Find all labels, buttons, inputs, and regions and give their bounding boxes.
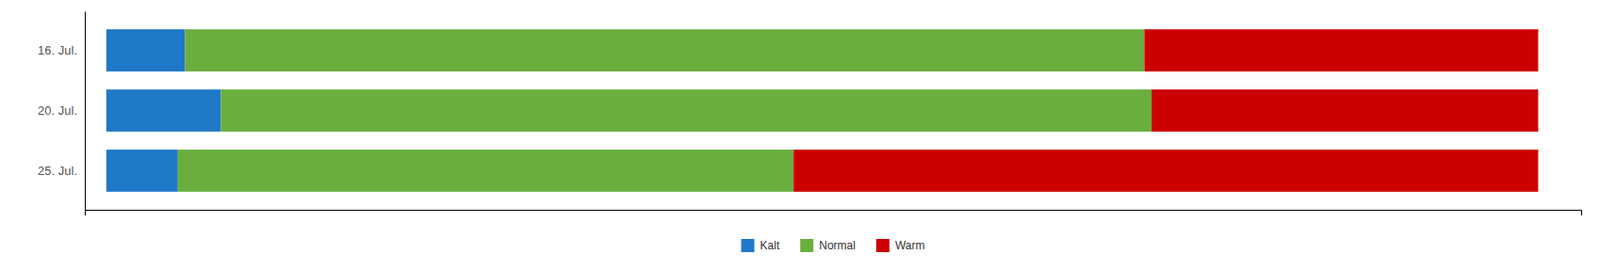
legend-item: Normal: [800, 239, 856, 253]
bar: [793, 149, 1538, 193]
bar: [220, 89, 1152, 132]
x-axis-line: [85, 211, 1583, 217]
chart: 16. Jul. 20. Jul. 25. Jul. Kalt Normal Warm: [0, 0, 1600, 270]
legend-label: Kalt: [760, 239, 781, 253]
y-tick: 25. Jul.: [37, 163, 85, 179]
legend-item: Warm: [876, 239, 926, 253]
bar: [1151, 89, 1538, 132]
series-bars: [793, 29, 1538, 193]
bars: [106, 29, 1539, 193]
y-axis: 16. Jul. 20. Jul. 25. Jul.: [37, 12, 85, 212]
bar: [184, 29, 1144, 72]
y-tick: 20. Jul.: [37, 103, 85, 118]
y-tick-label: 16. Jul.: [37, 43, 78, 58]
bar: [106, 29, 186, 72]
legend-swatch: [741, 239, 755, 253]
y-tick-label: 20. Jul.: [37, 103, 78, 118]
bar: [106, 89, 222, 132]
legend-item: Kalt: [741, 239, 781, 253]
y-tick: 16. Jul.: [37, 43, 85, 58]
x-axis: [85, 211, 1583, 217]
legend-label: Warm: [895, 239, 926, 253]
legend-swatch: [800, 239, 814, 253]
legend-label: Normal: [818, 239, 856, 253]
bar: [106, 149, 179, 193]
bar: [1144, 29, 1539, 72]
y-tick-label: 25. Jul.: [37, 163, 78, 179]
bar: [178, 149, 794, 193]
legend: Kalt Normal Warm: [741, 239, 926, 253]
y-axis-line: [84, 12, 86, 212]
legend-swatch: [876, 239, 890, 253]
